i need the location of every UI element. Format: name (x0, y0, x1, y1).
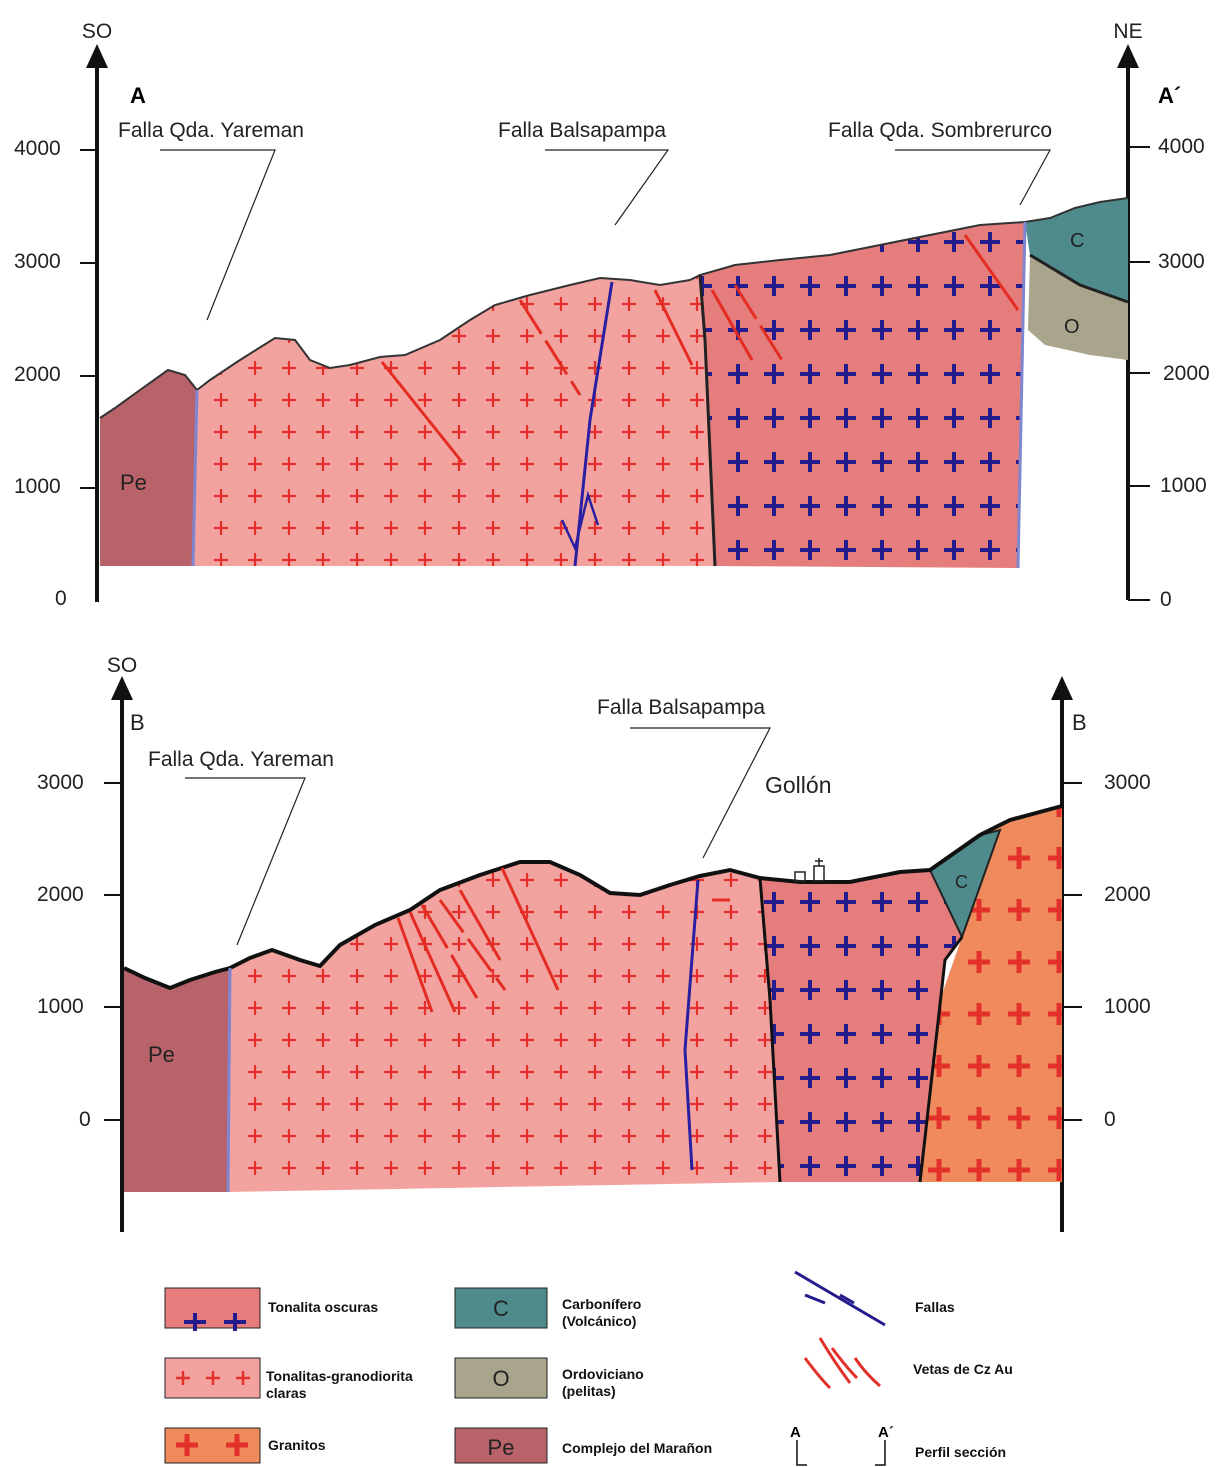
fault-label: Falla Balsapampa (597, 696, 765, 719)
tick-label: 2000 (1163, 362, 1210, 385)
legend-label: Complejo del Marañon (562, 1440, 712, 1456)
legend-label: Carbonífero (562, 1296, 641, 1312)
unit-label: O (1064, 316, 1080, 338)
section-b: SO B B 3000 2000 1000 0 3000 2000 1000 0… (37, 654, 1151, 1232)
tick-label: 4000 (1158, 135, 1205, 158)
legend: C O Pe A A´ Tonalita oscuras Carbonífero… (165, 1272, 1013, 1465)
tick-label: 1000 (1160, 474, 1207, 497)
section-label: B (1072, 710, 1087, 735)
section-label: B (130, 710, 145, 735)
unit-label: C (1070, 230, 1084, 252)
unit-label: Pe (148, 1042, 175, 1067)
tick-label: 0 (1160, 588, 1172, 611)
arrow (1051, 676, 1073, 700)
leader (630, 728, 770, 858)
tick-label: 1000 (37, 995, 84, 1018)
legend-label: (Volcánico) (562, 1313, 636, 1329)
tick-label: 2000 (14, 363, 61, 386)
tick-label: 3000 (1104, 771, 1151, 794)
tick-label: 3000 (1158, 250, 1205, 273)
leader (895, 150, 1050, 205)
contact (228, 968, 230, 1192)
place-label: Gollón (765, 772, 831, 798)
unit-label: C (955, 872, 968, 892)
legend-label: Fallas (915, 1299, 955, 1315)
swatch-symbol: A (790, 1424, 801, 1441)
legend-label: Granitos (268, 1437, 326, 1453)
tick-label: 2000 (37, 883, 84, 906)
legend-label: Tonalita oscuras (268, 1299, 378, 1315)
tick-label: 0 (1104, 1108, 1116, 1131)
unit-label: Pe (120, 470, 147, 495)
arrow (1117, 44, 1139, 68)
direction: SO (82, 20, 112, 43)
direction: NE (1113, 20, 1142, 43)
legend-label: Vetas de Cz Au (913, 1361, 1013, 1377)
legend-label: (pelitas) (562, 1383, 616, 1399)
tick-label: 3000 (37, 771, 84, 794)
tick-label: 0 (79, 1108, 91, 1131)
pattern (700, 222, 1025, 568)
swatch-symbol: Pe (488, 1435, 515, 1460)
fault-symbol (795, 1272, 885, 1325)
village-icon (795, 858, 824, 881)
tick-label: 3000 (14, 250, 61, 273)
tick-label: 1000 (14, 475, 61, 498)
fault-label: Falla Qda. Yareman (118, 119, 304, 142)
tick-label: 1000 (1104, 995, 1151, 1018)
legend-label: Perfil sección (915, 1444, 1006, 1460)
legend-label: Ordoviciano (562, 1366, 644, 1382)
direction: SO (107, 654, 137, 677)
section-label: A´ (1158, 83, 1181, 108)
section-label: A (130, 83, 146, 108)
leader (185, 778, 305, 945)
unit-pe (100, 370, 197, 566)
arrow (111, 676, 133, 700)
legend-label: claras (266, 1385, 307, 1401)
section-a: SO NE A A´ 4000 3000 2000 1000 0 4000 30… (14, 20, 1210, 611)
profile-symbol (797, 1440, 885, 1465)
arrow (86, 44, 108, 68)
pattern (228, 862, 780, 1192)
swatch-symbol: O (492, 1366, 509, 1391)
leader (160, 150, 275, 320)
vein-symbol (805, 1338, 880, 1388)
fault-label: Falla Qda. Sombrerurco (828, 119, 1052, 142)
pattern (193, 275, 715, 566)
swatch-symbol: A´ (878, 1424, 894, 1441)
tick-label: 2000 (1104, 883, 1151, 906)
tick-label: 4000 (14, 137, 61, 160)
cross-sections: SO NE A A´ 4000 3000 2000 1000 0 4000 30… (0, 0, 1217, 1467)
unit-pe (124, 968, 230, 1192)
swatch-symbol: C (493, 1296, 509, 1321)
legend-label: Tonalitas-granodiorita (266, 1368, 413, 1384)
fault-label: Falla Qda. Yareman (148, 748, 334, 771)
tick-label: 0 (55, 587, 67, 610)
fault-label: Falla Balsapampa (498, 119, 666, 142)
leader (545, 150, 668, 225)
